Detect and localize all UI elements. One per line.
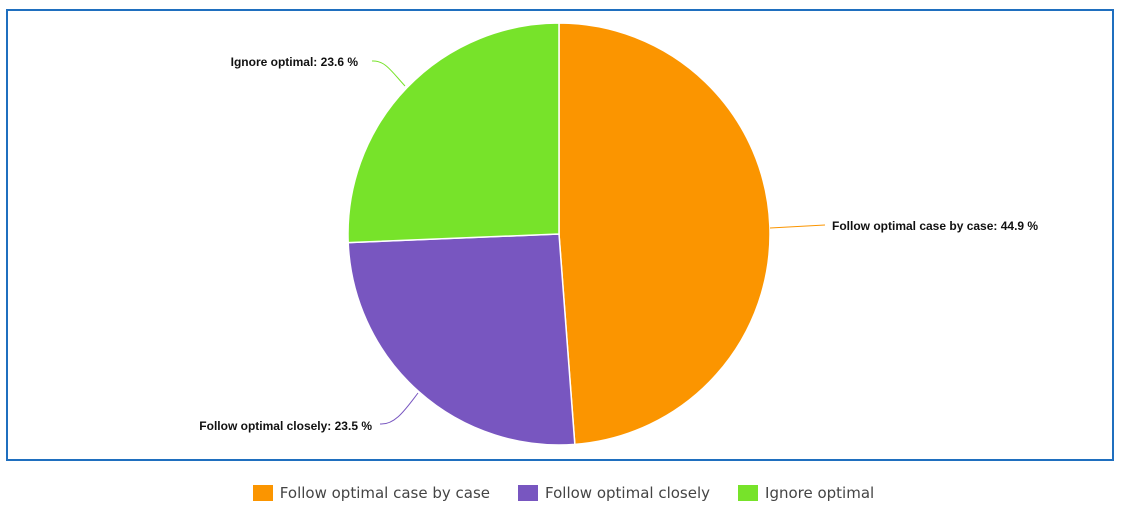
- data-label: Follow optimal closely: 23.5 %: [199, 419, 372, 433]
- legend-item-case-by-case[interactable]: Follow optimal case by case: [252, 484, 491, 502]
- leader-line: [379, 392, 419, 425]
- legend-label: Follow optimal closely: [545, 484, 711, 502]
- legend: Follow optimal case by case Follow optim…: [0, 484, 1127, 502]
- legend-swatch: [738, 485, 759, 501]
- legend-item-ignore[interactable]: Ignore optimal: [738, 484, 874, 502]
- chart-frame: [6, 9, 1114, 461]
- pie-slice[interactable]: [347, 233, 576, 446]
- leader-line: [769, 224, 826, 229]
- legend-label: Follow optimal case by case: [279, 484, 491, 502]
- legend-item-closely[interactable]: Follow optimal closely: [518, 484, 710, 502]
- pie-slice[interactable]: [347, 22, 560, 244]
- legend-label: Ignore optimal: [765, 484, 875, 502]
- data-label: Follow optimal case by case: 44.9 %: [832, 219, 1038, 233]
- legend-swatch: [518, 485, 539, 501]
- legend-swatch: [252, 485, 273, 501]
- leader-line: [371, 60, 406, 87]
- pie-chart: Follow optimal case by case: 44.9 % Follo…: [199, 22, 1038, 446]
- data-label: Ignore optimal: 23.6 %: [231, 55, 359, 69]
- pie-slice[interactable]: [558, 22, 771, 446]
